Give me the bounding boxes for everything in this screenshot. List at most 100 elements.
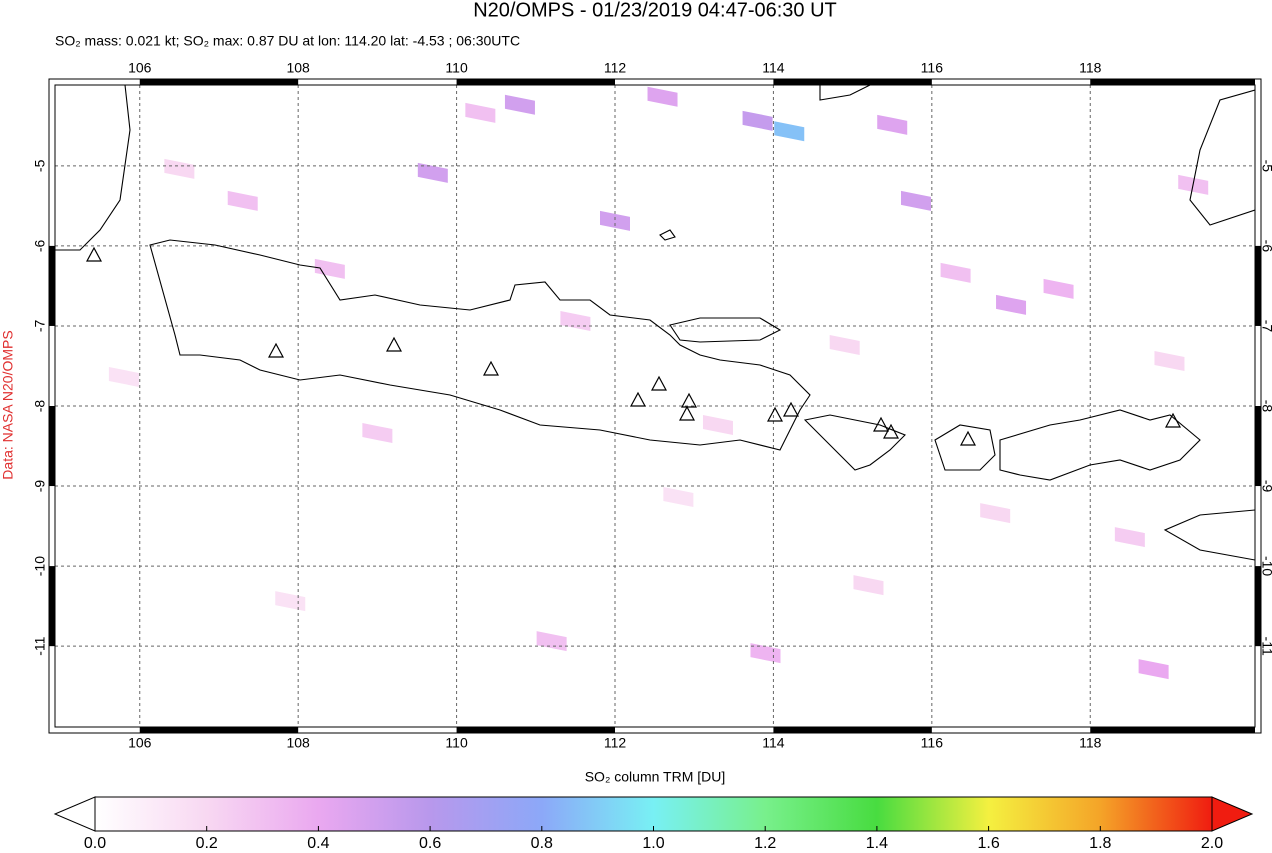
so2-pixel	[750, 643, 781, 664]
y-tick-label: -9	[1259, 480, 1272, 493]
so2-pixel	[702, 415, 733, 436]
so2-pixel	[417, 162, 448, 183]
flores-coast	[1163, 509, 1255, 561]
frame-bar	[139, 79, 299, 85]
x-tick-label: 112	[604, 60, 627, 76]
colorbar-bar	[94, 796, 1213, 832]
frame: 106 106 108 108 110 110 112 112 114 114 116 116 118 1…	[32, 60, 1272, 751]
pixel-layer	[108, 86, 1209, 680]
colorbar-tick-label: 0.2	[196, 835, 218, 852]
colorbar-tick-label: 1.0	[642, 835, 664, 852]
y-tick-label: -6	[1259, 240, 1272, 253]
frame-bar	[49, 245, 55, 326]
volcano	[959, 430, 977, 446]
sumbawa-coast	[999, 409, 1201, 481]
volcano	[650, 375, 668, 391]
so2-pixel	[853, 575, 884, 596]
y-tick-label: -7	[32, 320, 48, 333]
so2-pixel	[980, 503, 1011, 524]
sumatra-coast	[55, 85, 131, 251]
title: N20/OMPS - 01/23/2019 04:47-06:30 UT	[473, 0, 837, 21]
sulawesi-coast	[1189, 89, 1255, 226]
frame-bar	[139, 727, 299, 733]
java-coast	[149, 239, 811, 451]
so2-pixel	[1138, 659, 1169, 680]
x-tick-label: 114	[762, 60, 785, 76]
so2-pixel	[647, 86, 678, 107]
volcano	[1164, 412, 1182, 428]
so2-pixel	[465, 102, 496, 123]
volcano	[385, 336, 403, 352]
volcano	[267, 342, 285, 358]
so2-pixel	[314, 258, 345, 279]
x-tick-label: 118	[1079, 60, 1102, 76]
colorbar-tick-label: 1.4	[866, 835, 888, 852]
x-tick-label: 112	[604, 735, 627, 751]
frame-bar	[1255, 245, 1261, 326]
bawean-coast	[659, 229, 676, 241]
volcano	[680, 392, 698, 408]
so2-pixel	[1154, 350, 1185, 371]
y-tick-label: -11	[1259, 637, 1272, 656]
y-tick-label: -11	[32, 636, 48, 655]
x-tick-label: 108	[286, 735, 310, 751]
frame-bar	[773, 79, 932, 85]
x-tick-label: 116	[921, 735, 944, 751]
so2-pixel	[996, 294, 1027, 315]
colorbar-tick-label: 1.2	[754, 835, 776, 852]
colorbar-tick-label: 0.8	[531, 835, 553, 852]
x-tick-label: 106	[128, 60, 152, 76]
volcano	[782, 401, 800, 417]
y-tick-label: -10	[32, 556, 48, 576]
colorbar-label: SO₂ column TRM [DU]	[585, 769, 726, 785]
so2-pixel	[829, 334, 860, 355]
coastlines	[55, 85, 1255, 561]
volcanoes	[85, 246, 1182, 446]
y-tick-label: -6	[32, 239, 48, 252]
frame-bar	[49, 566, 55, 647]
volcano	[85, 246, 103, 262]
x-tick-label: 118	[1079, 735, 1102, 751]
madura-coast	[669, 317, 782, 343]
subtitle: SO₂ mass: 0.021 kt; SO₂ max: 0.87 DU at …	[55, 33, 520, 49]
frame-bar	[1090, 727, 1255, 733]
volcano	[766, 406, 784, 422]
frame-bar	[1255, 566, 1261, 647]
volcano	[872, 416, 890, 432]
x-tick-label: 108	[286, 60, 310, 76]
volcano	[882, 423, 900, 439]
colorbar-tick-label: 1.8	[1089, 835, 1111, 852]
frame-bar	[456, 79, 615, 85]
x-tick-label: 114	[762, 735, 785, 751]
so2-pixel	[742, 110, 773, 131]
grid	[55, 85, 1255, 727]
so2-pixel	[227, 190, 258, 211]
frame-bar	[773, 727, 932, 733]
so2-pixel	[1043, 278, 1074, 299]
so2-pixel	[164, 158, 195, 179]
so2-pixel	[900, 190, 931, 211]
volcano	[678, 405, 696, 421]
so2-pixel	[1114, 527, 1145, 548]
credit: Data: NASA N20/OMPS	[0, 330, 16, 479]
colorbar-tick-label: 0.4	[307, 835, 329, 852]
frame-bar	[49, 406, 55, 487]
volcano	[482, 360, 500, 376]
y-tick-label: -7	[1259, 320, 1272, 333]
colorbar-tick-label: 1.6	[977, 835, 999, 852]
so2-pixel	[774, 121, 805, 142]
bali-coast	[803, 414, 906, 471]
frame-bar	[1090, 79, 1255, 85]
x-tick-label: 116	[921, 60, 944, 76]
so2-pixel	[600, 210, 630, 231]
frame-bar	[456, 727, 615, 733]
so2-pixel	[362, 423, 393, 444]
x-tick-label: 110	[445, 60, 468, 76]
frame-bar	[1255, 406, 1261, 487]
y-tick-label: -5	[32, 159, 48, 172]
y-tick-label: -9	[32, 480, 48, 493]
colorbar-tick-label: 0.0	[84, 835, 106, 852]
so2-pixel	[663, 487, 694, 508]
x-tick-label: 106	[128, 735, 152, 751]
